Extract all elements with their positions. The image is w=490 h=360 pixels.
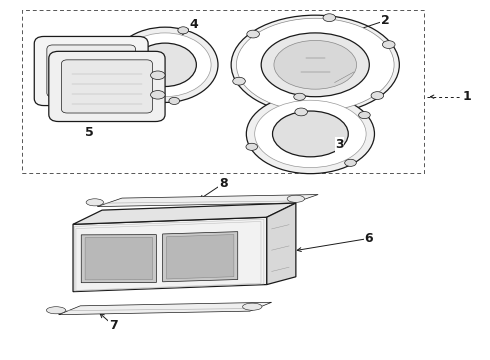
- Text: 1: 1: [463, 90, 471, 103]
- Text: 7: 7: [109, 319, 118, 332]
- Ellipse shape: [274, 40, 357, 89]
- Polygon shape: [58, 302, 271, 315]
- Ellipse shape: [247, 30, 259, 38]
- Ellipse shape: [295, 108, 307, 116]
- FancyBboxPatch shape: [49, 51, 165, 122]
- Ellipse shape: [294, 93, 305, 100]
- Ellipse shape: [112, 27, 218, 103]
- Ellipse shape: [255, 100, 366, 168]
- Polygon shape: [81, 235, 156, 283]
- Ellipse shape: [86, 199, 103, 206]
- FancyBboxPatch shape: [34, 36, 148, 105]
- Text: 2: 2: [381, 14, 390, 27]
- Ellipse shape: [323, 14, 336, 22]
- Ellipse shape: [382, 41, 395, 49]
- Ellipse shape: [233, 77, 245, 85]
- Text: 8: 8: [219, 177, 227, 190]
- Ellipse shape: [119, 33, 211, 97]
- Polygon shape: [267, 203, 296, 284]
- Ellipse shape: [344, 159, 356, 166]
- Polygon shape: [167, 234, 234, 279]
- Ellipse shape: [150, 91, 165, 99]
- Ellipse shape: [272, 111, 348, 157]
- Ellipse shape: [178, 27, 189, 34]
- Text: 5: 5: [85, 126, 94, 139]
- Polygon shape: [73, 217, 267, 292]
- Text: 3: 3: [335, 138, 344, 151]
- FancyBboxPatch shape: [47, 45, 136, 97]
- Bar: [22, 10, 424, 173]
- Ellipse shape: [371, 92, 384, 99]
- Ellipse shape: [236, 18, 394, 111]
- Ellipse shape: [108, 55, 118, 62]
- Ellipse shape: [150, 71, 165, 80]
- Ellipse shape: [246, 94, 374, 174]
- Ellipse shape: [134, 43, 196, 86]
- Ellipse shape: [231, 15, 399, 114]
- Text: 4: 4: [190, 18, 198, 31]
- Polygon shape: [73, 203, 296, 224]
- Ellipse shape: [261, 33, 369, 97]
- Text: 6: 6: [364, 232, 373, 245]
- Polygon shape: [97, 194, 318, 207]
- Ellipse shape: [359, 112, 370, 118]
- Ellipse shape: [287, 195, 305, 202]
- Polygon shape: [85, 238, 152, 280]
- FancyBboxPatch shape: [61, 60, 152, 113]
- Ellipse shape: [169, 98, 180, 104]
- Ellipse shape: [243, 303, 262, 310]
- Polygon shape: [163, 232, 238, 282]
- Ellipse shape: [47, 307, 66, 314]
- Ellipse shape: [246, 143, 258, 150]
